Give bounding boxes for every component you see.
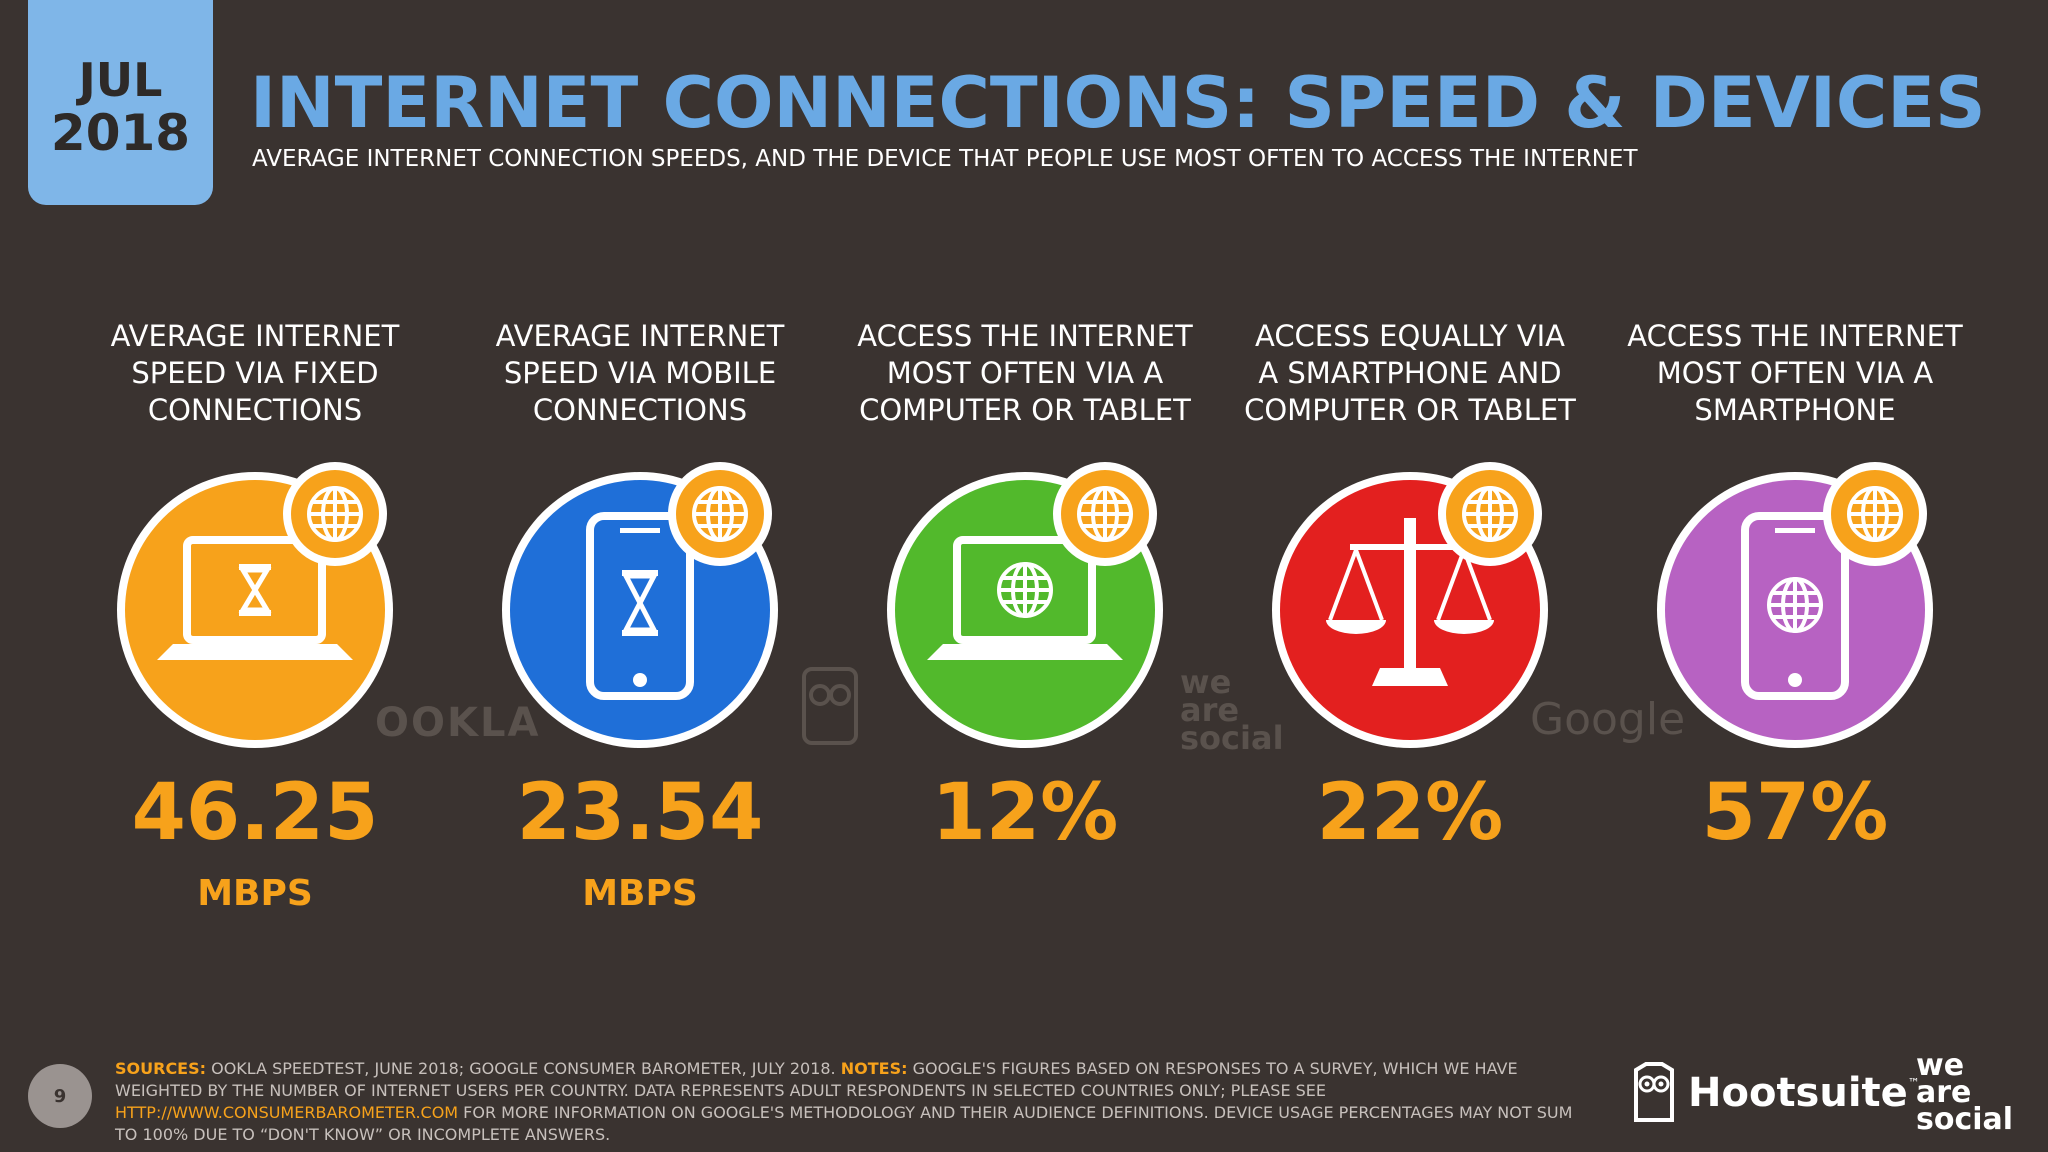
stat-equal-access: ACCESS EQUALLY VIA A SMARTPHONE AND COMP…: [1230, 318, 1590, 874]
laptop-globe-icon: [887, 462, 1163, 748]
stat-label-line: ACCESS EQUALLY VIA: [1254, 319, 1566, 353]
stat-label-line: CONNECTIONS: [532, 393, 748, 427]
smartphone-hourglass-icon: [502, 462, 778, 748]
page-number: 9: [28, 1064, 92, 1128]
watermark-are: are: [1180, 691, 1240, 729]
stat-computer-tablet: ACCESS THE INTERNET MOST OFTEN VIA A COM…: [845, 318, 1205, 874]
laptop-hourglass-icon: [117, 462, 393, 748]
stat-value: 46.25: [131, 768, 379, 858]
stat-label: AVERAGE INTERNET SPEED VIA FIXED CONNECT…: [75, 318, 435, 438]
notes-text-end: FOR MORE INFORMATION ON GOOGLE'S METHODO…: [115, 1103, 1573, 1144]
consumerbarometer-link[interactable]: HTTP://WWW.CONSUMERBAROMETER.COM: [115, 1103, 459, 1122]
trademark-symbol: ™: [1907, 1076, 1920, 1090]
sources-text: OOKLA SPEEDTEST, JUNE 2018; GOOGLE CONSU…: [206, 1059, 841, 1078]
stat-label-line: MOST OFTEN VIA A: [886, 356, 1164, 390]
stat-label-line: A SMARTPHONE AND: [1258, 356, 1562, 390]
stat-mobile-speed: AVERAGE INTERNET SPEED VIA MOBILE CONNEC…: [460, 318, 820, 914]
stat-label-line: AVERAGE INTERNET: [110, 319, 400, 353]
stat-label-line: COMPUTER OR TABLET: [1244, 393, 1576, 427]
sources-label: SOURCES:: [115, 1059, 207, 1078]
scales-icon: [1272, 462, 1548, 748]
smartphone-globe-icon: [1657, 462, 1933, 748]
stat-unit: MBPS: [582, 873, 698, 914]
wearesocial-logo: we are social: [1916, 1048, 2014, 1137]
watermark-social: social: [1180, 719, 1284, 757]
hootsuite-logo: Hootsuite ™: [1632, 1062, 1920, 1124]
owl-watermark-icon: [802, 667, 858, 745]
stat-label-line: AVERAGE INTERNET: [495, 319, 785, 353]
stat-unit: MBPS: [197, 873, 313, 914]
hootsuite-owl-icon: [1634, 1062, 1674, 1122]
stat-value: 22%: [1316, 768, 1504, 858]
stat-smartphone: ACCESS THE INTERNET MOST OFTEN VIA A SMA…: [1615, 318, 1975, 874]
wearesocial-social: social: [1916, 1102, 2014, 1137]
stat-label-line: ACCESS THE INTERNET: [1627, 319, 1963, 353]
stat-value: 57%: [1701, 768, 1889, 858]
watermark-we: we: [1180, 663, 1232, 701]
stat-label-line: CONNECTIONS: [147, 393, 363, 427]
notes-text: GOOGLE'S FIGURES BASED ON RESPONSES TO A…: [115, 1059, 1518, 1100]
hootsuite-wordmark: Hootsuite: [1688, 1070, 1908, 1116]
wearesocial-watermark: we are social: [1180, 663, 1284, 757]
wearesocial-we: we: [1916, 1048, 1965, 1083]
stat-value: 12%: [931, 768, 1119, 858]
stat-label-line: SPEED VIA FIXED: [131, 356, 379, 390]
stat-label: ACCESS THE INTERNET MOST OFTEN VIA A COM…: [845, 318, 1205, 438]
date-year: 2018: [50, 103, 191, 162]
google-watermark: Google: [1530, 694, 1686, 745]
stat-fixed-speed: AVERAGE INTERNET SPEED VIA FIXED CONNECT…: [75, 318, 435, 914]
stat-label-line: SMARTPHONE: [1694, 393, 1896, 427]
stat-label: AVERAGE INTERNET SPEED VIA MOBILE CONNEC…: [460, 318, 820, 438]
ookla-watermark: OOKLA: [375, 700, 541, 746]
wearesocial-are: are: [1916, 1075, 1972, 1110]
page-title: INTERNET CONNECTIONS: SPEED & DEVICES: [250, 62, 1986, 144]
stat-value: 23.54: [516, 768, 764, 858]
date-month: JUL: [78, 52, 163, 107]
stat-label-line: SPEED VIA MOBILE: [503, 356, 777, 390]
stat-label: ACCESS EQUALLY VIA A SMARTPHONE AND COMP…: [1230, 318, 1590, 438]
stat-label: ACCESS THE INTERNET MOST OFTEN VIA A SMA…: [1615, 318, 1975, 438]
footer-notes: SOURCES: OOKLA SPEEDTEST, JUNE 2018; GOO…: [115, 1058, 1595, 1146]
stat-label-line: COMPUTER OR TABLET: [859, 393, 1191, 427]
date-badge: JUL 2018: [28, 0, 213, 205]
stat-label-line: MOST OFTEN VIA A: [1656, 356, 1934, 390]
page-subtitle: AVERAGE INTERNET CONNECTION SPEEDS, AND …: [252, 146, 1638, 172]
stat-label-line: ACCESS THE INTERNET: [857, 319, 1193, 353]
notes-label: NOTES:: [840, 1059, 908, 1078]
